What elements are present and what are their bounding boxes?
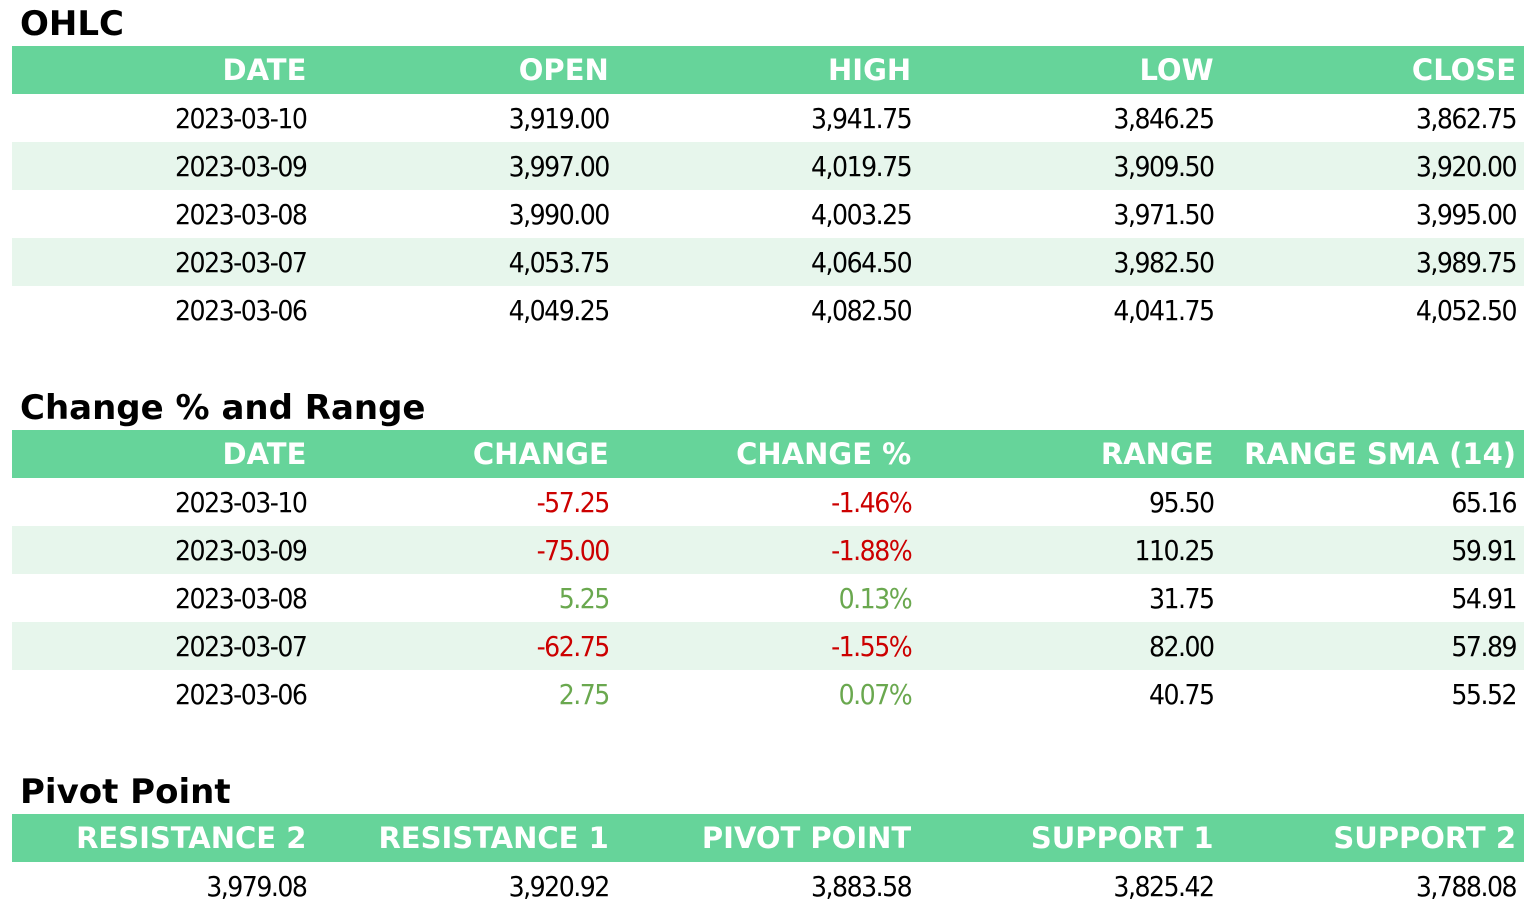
change-header-date: DATE <box>12 430 315 478</box>
ohlc-cell-open: 4,049.25 <box>508 293 611 327</box>
pivot-header-pivot-point: PIVOT POINT <box>616 814 920 862</box>
change-cell-date: 2023-03-08 <box>175 581 308 615</box>
change-cell-date: 2023-03-09 <box>12 526 315 574</box>
ohlc-cell-low: 3,982.50 <box>919 238 1222 286</box>
ohlc-cell-date: 2023-03-09 <box>12 142 315 190</box>
change-cell-range: 110.25 <box>919 526 1222 574</box>
change-cell-date: 2023-03-10 <box>175 485 308 519</box>
change-cell-range: 31.75 <box>1148 581 1215 615</box>
change-cell-change: 5.25 <box>558 581 611 615</box>
change-range-section: Change % and Range DATE CHANGE CHANGE % … <box>12 388 1524 718</box>
change-cell-date: 2023-03-07 <box>12 622 315 670</box>
ohlc-cell-close: 3,920.00 <box>1221 142 1524 190</box>
table-row: 2023-03-10 3,919.00 3,941.75 3,846.25 3,… <box>12 94 1524 142</box>
ohlc-cell-low: 3,846.25 <box>1113 101 1215 135</box>
change-cell-change-pct: -1.88% <box>616 526 920 574</box>
ohlc-cell-high: 3,941.75 <box>811 101 913 135</box>
change-header-range-sma: RANGE SMA (14) <box>1221 430 1524 478</box>
change-cell-range-sma: 59.91 <box>1221 526 1524 574</box>
ohlc-header-open: OPEN <box>314 46 617 94</box>
ohlc-cell-open: 4,053.75 <box>314 238 617 286</box>
pivot-title: Pivot Point <box>20 772 231 812</box>
change-cell-range: 95.50 <box>1148 485 1215 519</box>
ohlc-cell-open: 3,997.00 <box>314 142 617 190</box>
change-header-change: CHANGE <box>314 430 617 478</box>
ohlc-cell-low: 3,909.50 <box>919 142 1222 190</box>
pivot-table: RESISTANCE 2 RESISTANCE 1 PIVOT POINT SU… <box>12 814 1524 910</box>
change-cell-change-pct: -1.46% <box>831 485 913 519</box>
change-cell-change: -62.75 <box>314 622 617 670</box>
change-cell-change: -57.25 <box>536 485 611 519</box>
pivot-header-support-2: SUPPORT 2 <box>1221 814 1524 862</box>
change-cell-change-pct: -1.55% <box>616 622 920 670</box>
pivot-cell-support-2: 3,788.08 <box>1415 869 1518 903</box>
ohlc-cell-date: 2023-03-07 <box>12 238 315 286</box>
ohlc-header-date: DATE <box>12 46 315 94</box>
pivot-section: Pivot Point RESISTANCE 2 RESISTANCE 1 PI… <box>12 772 1524 910</box>
change-cell-change-pct: 0.07% <box>838 677 913 711</box>
change-cell-change: 2.75 <box>558 677 611 711</box>
change-header-range: RANGE <box>919 430 1222 478</box>
table-row: 2023-03-09 3,997.00 4,019.75 3,909.50 3,… <box>12 142 1524 190</box>
ohlc-cell-low: 4,041.75 <box>1113 293 1215 327</box>
table-row: 2023-03-07 -62.75 -1.55% 82.00 57.89 <box>12 622 1524 670</box>
ohlc-cell-close: 3,862.75 <box>1415 101 1518 135</box>
table-row: 2023-03-10 -57.25 -1.46% 95.50 65.16 <box>12 478 1524 526</box>
change-cell-range: 40.75 <box>1148 677 1215 711</box>
change-range-title: Change % and Range <box>20 388 426 428</box>
ohlc-table: DATE OPEN HIGH LOW CLOSE 2023-03-10 3,91… <box>12 46 1524 334</box>
pivot-header-support-1: SUPPORT 1 <box>919 814 1222 862</box>
change-cell-range: 82.00 <box>919 622 1222 670</box>
ohlc-cell-high: 4,003.25 <box>811 197 913 231</box>
pivot-header-resistance-1: RESISTANCE 1 <box>314 814 617 862</box>
ohlc-header-low: LOW <box>919 46 1222 94</box>
change-cell-range-sma: 55.52 <box>1451 677 1517 711</box>
ohlc-cell-date: 2023-03-08 <box>175 197 308 231</box>
ohlc-cell-low: 3,971.50 <box>1113 197 1215 231</box>
change-cell-range-sma: 65.16 <box>1451 485 1517 519</box>
ohlc-cell-open: 3,990.00 <box>508 197 611 231</box>
table-row: 2023-03-08 3,990.00 4,003.25 3,971.50 3,… <box>12 190 1524 238</box>
ohlc-header-row: DATE OPEN HIGH LOW CLOSE <box>12 46 1524 94</box>
table-row: 2023-03-06 4,049.25 4,082.50 4,041.75 4,… <box>12 286 1524 334</box>
pivot-cell-resistance-2: 3,979.08 <box>206 869 308 903</box>
ohlc-cell-close: 3,995.00 <box>1415 197 1518 231</box>
change-cell-date: 2023-03-06 <box>175 677 308 711</box>
change-header-change-pct: CHANGE % <box>616 430 920 478</box>
table-row: 2023-03-07 4,053.75 4,064.50 3,982.50 3,… <box>12 238 1524 286</box>
table-row: 3,979.08 3,920.92 3,883.58 3,825.42 3,78… <box>12 862 1524 910</box>
change-cell-range-sma: 57.89 <box>1221 622 1524 670</box>
ohlc-cell-date: 2023-03-06 <box>175 293 308 327</box>
table-row: 2023-03-06 2.75 0.07% 40.75 55.52 <box>12 670 1524 718</box>
ohlc-cell-open: 3,919.00 <box>508 101 611 135</box>
ohlc-cell-date: 2023-03-10 <box>175 101 308 135</box>
ohlc-title: OHLC <box>20 4 124 44</box>
change-cell-range-sma: 54.91 <box>1451 581 1517 615</box>
pivot-header-resistance-2: RESISTANCE 2 <box>12 814 315 862</box>
change-cell-change: -75.00 <box>314 526 617 574</box>
change-range-table: DATE CHANGE CHANGE % RANGE RANGE SMA (14… <box>12 430 1524 718</box>
ohlc-header-high: HIGH <box>616 46 920 94</box>
pivot-cell-resistance-1: 3,920.92 <box>508 869 611 903</box>
pivot-header-row: RESISTANCE 2 RESISTANCE 1 PIVOT POINT SU… <box>12 814 1524 862</box>
change-range-header-row: DATE CHANGE CHANGE % RANGE RANGE SMA (14… <box>12 430 1524 478</box>
table-row: 2023-03-09 -75.00 -1.88% 110.25 59.91 <box>12 526 1524 574</box>
pivot-cell-support-1: 3,825.42 <box>1113 869 1215 903</box>
ohlc-cell-high: 4,064.50 <box>616 238 920 286</box>
change-cell-change-pct: 0.13% <box>838 581 913 615</box>
ohlc-cell-close: 4,052.50 <box>1415 293 1518 327</box>
pivot-cell-pivot-point: 3,883.58 <box>811 869 913 903</box>
table-row: 2023-03-08 5.25 0.13% 31.75 54.91 <box>12 574 1524 622</box>
ohlc-section: OHLC DATE OPEN HIGH LOW CLOSE 2023-03-10… <box>12 4 1524 334</box>
ohlc-cell-close: 3,989.75 <box>1221 238 1524 286</box>
ohlc-cell-high: 4,082.50 <box>811 293 913 327</box>
ohlc-cell-high: 4,019.75 <box>616 142 920 190</box>
ohlc-header-close: CLOSE <box>1221 46 1524 94</box>
